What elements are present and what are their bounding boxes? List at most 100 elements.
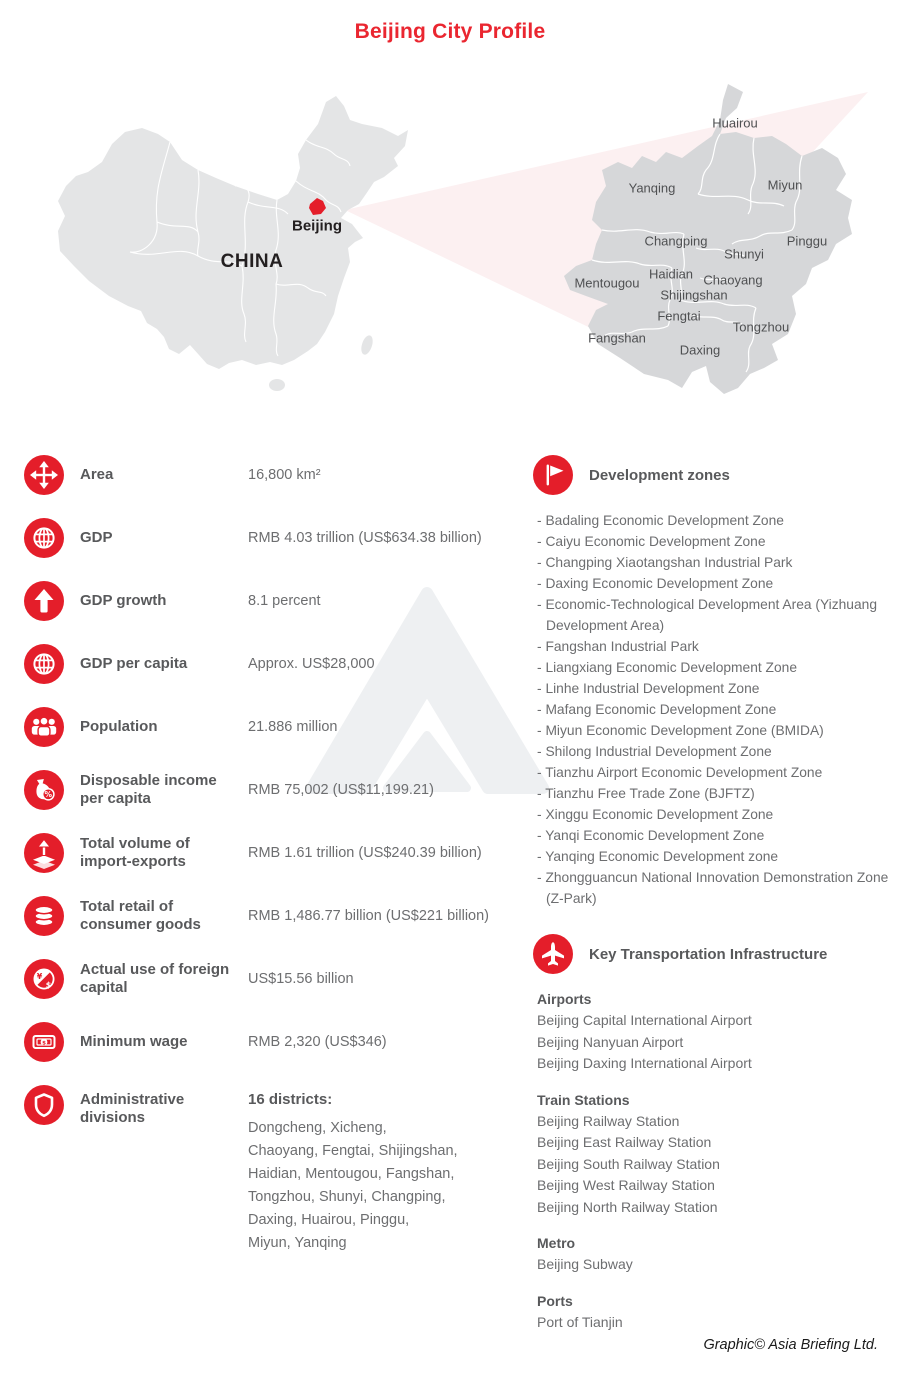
plane-icon (533, 934, 573, 974)
right-column: Development zones Badaling Economic Deve… (533, 455, 889, 1333)
beijing-districts-map: Huairou Yanqing Miyun Changping Shunyi P… (540, 82, 880, 400)
stat-row: GDP per capita Approx. US$28,000 (24, 644, 512, 684)
stat-value: 21.886 million (248, 718, 338, 735)
transport-item: Beijing Nanyuan Airport (537, 1033, 684, 1050)
page-title: Beijing City Profile (354, 20, 546, 43)
china-map: Beijing CHINA (30, 82, 460, 404)
subsection-heading: Ports (537, 1292, 573, 1309)
banknote-icon (24, 1022, 64, 1062)
section-title: Development zones (589, 466, 730, 484)
stat-value: Approx. US$28,000 (248, 655, 375, 672)
stat-value: RMB 1.61 trillion (US$240.39 billion) (248, 844, 482, 861)
arrow-up-icon (24, 581, 64, 621)
stat-value: RMB 2,320 (US$346) (248, 1033, 387, 1050)
stat-row: GDP RMB 4.03 trillion (US$634.38 billion… (24, 518, 512, 558)
transport-item: Beijing Daxing International Airport (537, 1055, 752, 1071)
zone-item: Changping Xiaotangshan Industrial Park (537, 552, 889, 573)
subsection-heading: Airports (537, 991, 592, 1007)
stat-label: Disposable income per capita (80, 772, 217, 807)
zone-item: Daxing Economic Development Zone (537, 573, 889, 594)
district-label: Shijingshan (660, 287, 728, 303)
transport-item: Beijing West Railway Station (537, 1177, 715, 1193)
subsection-heading: Metro (537, 1235, 576, 1251)
ports-section: Ports Port of Tianjin (537, 1291, 889, 1334)
district-label: Fengtai (657, 308, 701, 324)
airports-section: Airports Beijing Capital International A… (537, 989, 889, 1075)
beijing-marker (309, 198, 326, 215)
stat-row: Disposable income per capita RMB 75,002 … (24, 770, 512, 810)
move-icon (24, 455, 64, 495)
districts-list: Dongcheng, Xicheng, Chaoyang, Fengtai, S… (248, 1120, 458, 1251)
district-label: Tongzhou (732, 319, 790, 335)
zone-item: Yanqi Economic Development Zone (537, 825, 889, 846)
district-label: Pinggu (786, 233, 828, 249)
stat-row: Total retail of consumer goods RMB 1,486… (24, 896, 512, 936)
stat-label: Area (80, 466, 114, 483)
zone-item: Economic-Technological Development Area … (537, 594, 889, 636)
metro-list: Beijing Subway (537, 1254, 889, 1276)
graphic-credit: Graphic© Asia Briefing Ltd. (703, 1337, 878, 1353)
stat-label: GDP per capita (80, 655, 188, 672)
stat-value: 8.1 percent (248, 592, 321, 609)
coins-icon (24, 896, 64, 936)
district-label: Haidian (648, 266, 694, 282)
district-label: Chaoyang (703, 272, 763, 288)
ports-list: Port of Tianjin (537, 1312, 889, 1334)
stat-row: Total volume of import-exports RMB 1.61 … (24, 833, 512, 873)
beijing-map-shape (564, 84, 852, 394)
stat-label: Administrative divisions (80, 1091, 185, 1126)
zone-item: Liangxiang Economic Development Zone (537, 657, 889, 678)
globe-icon (24, 644, 64, 684)
zone-item: Linhe Industrial Development Zone (537, 678, 889, 699)
zone-item: Zhongguancun National Innovation Demonst… (537, 867, 889, 909)
district-label: Daxing (679, 342, 721, 358)
district-label: Changping (644, 233, 708, 249)
zone-item: Mafang Economic Development Zone (537, 699, 889, 720)
transportation-header: Key Transportation Infrastructure (533, 934, 889, 974)
flag-icon (533, 455, 573, 495)
stat-value: US$15.56 billion (248, 970, 354, 987)
district-label: Mentougou (574, 275, 640, 291)
transport-item: Beijing Subway (537, 1256, 633, 1272)
people-icon (24, 707, 64, 747)
zone-item: Tianzhu Free Trade Zone (BJFTZ) (537, 783, 889, 804)
stat-row: Actual use of foreign capital US$15.56 b… (24, 959, 512, 999)
stat-value: 16,800 km² (248, 466, 321, 483)
shield-icon (24, 1085, 64, 1125)
stat-value: RMB 4.03 trillion (US$634.38 billion) (248, 529, 482, 546)
zone-item: Badaling Economic Development Zone (537, 510, 889, 531)
district-label: Yanqing (628, 180, 676, 196)
transport-item: Port of Tianjin (537, 1313, 623, 1330)
zone-item: Xinggu Economic Development Zone (537, 804, 889, 825)
stat-label: Total retail of consumer goods (80, 898, 201, 933)
stat-row: Population 21.886 million (24, 707, 512, 747)
stat-row: GDP growth 8.1 percent (24, 581, 512, 621)
moneybag-icon (24, 770, 64, 810)
transport-item: Beijing South Railway Station (537, 1155, 720, 1172)
export-icon (24, 833, 64, 873)
districts-count: 16 districts: (248, 1091, 333, 1108)
zone-item: Shilong Industrial Development Zone (537, 741, 889, 762)
transport-item: Beijing East Railway Station (537, 1134, 712, 1150)
stat-label: Population (80, 718, 158, 735)
train-stations-section: Train Stations Beijing Railway Station Be… (537, 1090, 889, 1219)
district-label: Miyun (767, 177, 803, 193)
zone-item: Tianzhu Airport Economic Development Zon… (537, 762, 889, 783)
transport-item: Beijing Railway Station (537, 1112, 680, 1129)
district-label: Huairou (712, 115, 758, 131)
china-country-label: CHINA (220, 251, 284, 272)
development-zones-list: Badaling Economic Development Zone Caiyu… (537, 510, 889, 909)
stat-label: Actual use of foreign capital (80, 961, 230, 996)
subsection-heading: Train Stations (537, 1091, 630, 1108)
district-label: Fangshan (588, 330, 646, 346)
stat-label: GDP growth (80, 592, 167, 609)
stat-value: RMB 1,486.77 billion (US$221 billion) (248, 907, 489, 924)
zone-item: Miyun Economic Development Zone (BMIDA) (537, 720, 889, 741)
exchange-icon (24, 959, 64, 999)
zone-item: Caiyu Economic Development Zone (537, 531, 889, 552)
stat-value: RMB 75,002 (US$11,199.21) (248, 781, 434, 798)
district-label: Shunyi (724, 246, 764, 262)
stat-label: Minimum wage (80, 1033, 188, 1050)
airports-list: Beijing Capital International Airport Bei… (537, 1010, 889, 1075)
admin-divisions-value: 16 districts: Dongcheng, Xicheng, Chaoya… (248, 1085, 512, 1255)
